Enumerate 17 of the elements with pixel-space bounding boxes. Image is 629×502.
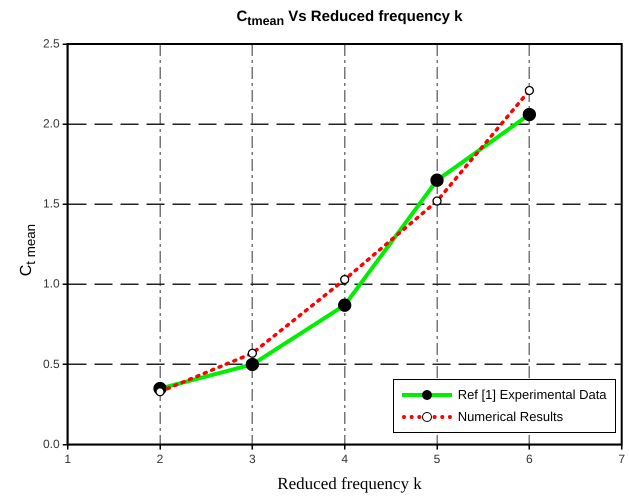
x-tick-label: 6 — [526, 452, 534, 466]
legend-label: Ref [1] Experimental Data — [458, 387, 607, 402]
x-tick-label: 3 — [249, 452, 256, 466]
y-tick-label: 1.0 — [42, 276, 60, 291]
x-axis-title: Reduced frequency k — [276, 474, 423, 494]
x-tick-label: 7 — [618, 452, 626, 466]
y-tick-label: 2.0 — [42, 116, 60, 130]
x-tick-label: 2 — [156, 452, 164, 466]
y-tick-label: 2.5 — [42, 36, 60, 50]
x-tick-label: 4 — [341, 452, 348, 466]
y-tick-label: 0.5 — [42, 356, 60, 371]
x-tick-label: 5 — [434, 452, 441, 466]
y-tick-label: 0.0 — [42, 436, 60, 451]
legend-label: Numerical Results — [458, 409, 564, 424]
x-tick-label: 1 — [64, 452, 72, 466]
chart-title: C$_{tmean}$ Vs Reduced frequency k — [235, 8, 464, 28]
y-tick-label: 1.5 — [42, 196, 60, 211]
